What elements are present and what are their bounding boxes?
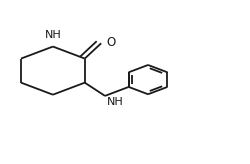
Text: NH: NH: [44, 30, 61, 40]
Text: NH: NH: [107, 97, 124, 107]
Text: O: O: [107, 36, 116, 49]
